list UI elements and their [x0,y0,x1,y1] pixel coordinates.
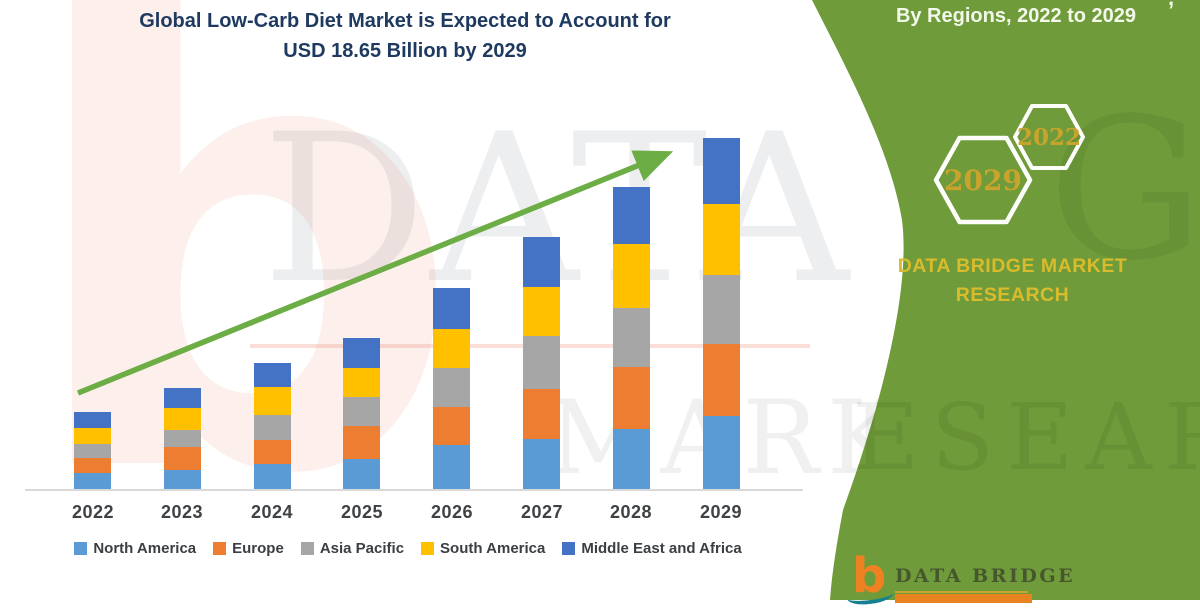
x-label-2023: 2023 [160,502,204,522]
x-label-2028: 2028 [609,502,653,522]
bar-2023-segment-south-america [164,408,201,431]
chart-title-line1: Global Low-Carb Diet Market is Expected … [139,10,671,32]
logo-gold-rule [895,591,1028,593]
hexagon-2022-label: 2022 [1017,124,1081,151]
panel-heading: By Regions, 2022 to 2029 [895,5,1137,27]
bar-2023-segment-asia-pacific [164,430,201,448]
legend-label: Europe [232,540,284,557]
x-label-2029: 2029 [699,502,743,522]
panel-brand-name: DATA BRIDGE MARKET RESEARCH [855,252,1170,310]
legend-item-north-america: North America [74,540,196,557]
bar-2029-segment-north-america [703,415,740,489]
x-label-2027: 2027 [520,502,564,522]
bar-2024-segment-europe [254,440,291,464]
panel-watermark-row2: ESEARCH [852,384,1200,491]
logo-b-monogram: b [852,548,887,604]
logo-brand-name: DATA BRIDGE [895,565,1076,587]
bar-2025-segment-asia-pacific [343,397,380,427]
chart-title: Global Low-Carb Diet Market is Expected … [0,6,810,66]
hexagon-2029-label: 2029 [944,164,1022,197]
legend-swatch-icon [74,542,88,555]
legend-swatch-icon [562,542,576,555]
x-axis-labels: 2022 2023 2024 2025 2026 2027 2028 2029 [71,502,743,522]
data-bridge-logo: b DATA BRIDGE [845,548,1076,607]
legend-item-middle-east-and-africa: Middle East and Africa [562,540,742,557]
legend-label: North America [93,540,197,557]
panel-brand-line1: DATA BRIDGE MARKET [897,255,1128,277]
bar-2025-segment-europe [343,426,380,460]
bar-2026-segment-north-america [433,444,470,489]
legend-label: Asia Pacific [319,540,405,557]
legend-swatch-icon [213,542,227,555]
bar-2025-segment-north-america [343,459,380,489]
hexagon-2022 [1013,104,1085,170]
bar-2029 [703,138,740,489]
bar-2022-segment-middle-east-and-africa [74,412,111,429]
bar-2022-segment-south-america [74,428,111,445]
chart-title-line2: USD 18.65 Billion by 2029 [283,40,527,62]
logo-orange-bar [895,594,1032,603]
bar-2022-segment-europe [74,457,111,474]
x-label-2025: 2025 [340,502,384,522]
bar-2029-segment-asia-pacific [703,274,740,344]
bar-2029-segment-south-america [703,203,740,275]
legend: North America Europe Asia Pacific South Ame… [28,540,788,557]
bar-2024-segment-asia-pacific [254,415,291,441]
legend-swatch-icon [421,542,435,555]
legend-item-south-america: South America [421,540,545,557]
legend-item-asia-pacific: Asia Pacific [300,540,405,557]
bar-2028-segment-north-america [613,428,650,489]
legend-label: South America [440,540,546,557]
x-label-2026: 2026 [430,502,474,522]
legend-label: Middle East and Africa [581,540,742,557]
bar-2027-segment-north-america [523,438,560,489]
bar-2024-segment-north-america [254,463,291,489]
bar-2023-segment-north-america [164,470,201,489]
hexagon-2029 [933,135,1033,225]
panel-watermark-row1: GE [1048,76,1200,303]
x-label-2024: 2024 [250,502,294,522]
bar-2022-segment-north-america [74,473,111,489]
x-axis-baseline [25,489,803,491]
bar-2023-segment-europe [164,447,201,470]
bar-2027-segment-europe [523,388,560,439]
x-label-2022: 2022 [71,502,115,522]
bar-2029-segment-middle-east-and-africa [703,138,740,204]
bar-2022 [74,412,111,489]
legend-item-europe: Europe [213,540,284,557]
bar-2026-segment-europe [433,406,470,445]
panel-brand-line2: RESEARCH [955,284,1070,306]
legend-swatch-icon [300,542,314,555]
green-panel-shape [812,0,1200,600]
bar-2022-segment-asia-pacific [74,444,111,458]
bar-2029-segment-europe [703,343,740,416]
clipped-text-fragment: , [1168,0,1174,11]
